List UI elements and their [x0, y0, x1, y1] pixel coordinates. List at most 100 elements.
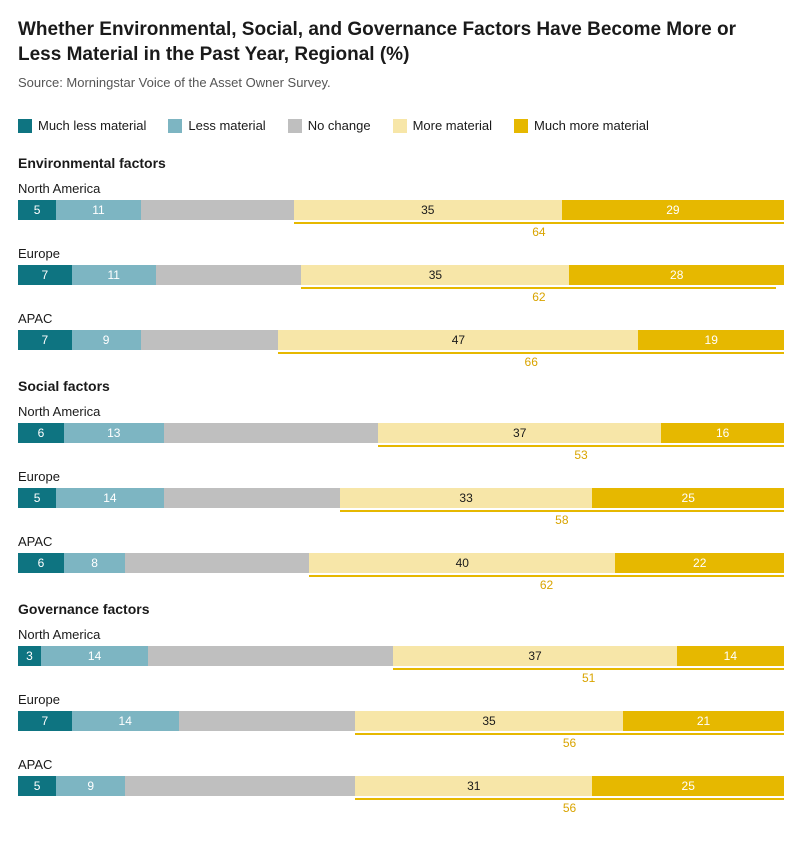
bar-segment-much_more: 25 [592, 776, 784, 796]
sum-line [294, 222, 784, 224]
bar-segment-no_change [148, 646, 393, 666]
legend-swatch [168, 119, 182, 133]
legend-swatch [393, 119, 407, 133]
bar-segment-much_less: 3 [18, 646, 41, 666]
bar-track: 593125 [18, 776, 784, 796]
sum-line [301, 287, 776, 289]
sum-line [355, 798, 784, 800]
bar-track: 514 3325 [18, 488, 784, 508]
region-label: APAC [18, 757, 784, 772]
sum-annotation: 66 [18, 352, 784, 370]
bar-segment-less: 9 [56, 776, 125, 796]
bar-segment-no_change [164, 423, 378, 443]
bar-track: 68 4022 [18, 553, 784, 573]
chart-title: Whether Environmental, Social, and Gover… [18, 18, 784, 67]
bar-segment-less: 14 [72, 711, 179, 731]
legend-item-less: Less material [168, 118, 265, 133]
sum-annotation: 58 [18, 510, 784, 528]
sum-annotation: 56 [18, 798, 784, 816]
sum-label: 62 [540, 578, 553, 592]
bar-segment-less: 11 [56, 200, 140, 220]
chart-source: Source: Morningstar Voice of the Asset O… [18, 75, 784, 90]
bar-track: 7113528 [18, 265, 784, 285]
bar-segment-much_less: 7 [18, 330, 72, 350]
bar-segment-much_less: 6 [18, 423, 64, 443]
sum-label: 53 [574, 448, 587, 462]
sum-line [340, 510, 784, 512]
bar-segment-more: 35 [301, 265, 569, 285]
bar-row: Europe 714 3521 56 [18, 692, 784, 751]
bar-row: Europe514332558 [18, 469, 784, 528]
bar-segment-no_change [125, 776, 355, 796]
legend-label: More material [413, 118, 492, 133]
bar-segment-much_more: 14 [677, 646, 784, 666]
sum-label: 51 [582, 671, 595, 685]
bar-segment-more: 40 [309, 553, 615, 573]
sum-label: 62 [532, 290, 545, 304]
bar-segment-much_less: 7 [18, 711, 72, 731]
group-title: Social factors [18, 378, 784, 394]
bar-segment-less: 14 [56, 488, 163, 508]
sum-label: 66 [525, 355, 538, 369]
bar-row: APAC79471966 [18, 311, 784, 370]
bar-segment-much_less: 5 [18, 488, 56, 508]
bar-segment-much_more: 25 [592, 488, 784, 508]
legend-item-more: More material [393, 118, 492, 133]
sum-label: 56 [563, 736, 576, 750]
bar-track: 3143714 [18, 646, 784, 666]
sum-line [393, 668, 784, 670]
bar-segment-more: 35 [294, 200, 562, 220]
bar-segment-much_less: 7 [18, 265, 72, 285]
sum-annotation: 62 [18, 287, 784, 305]
group-title: Environmental factors [18, 155, 784, 171]
bar-segment-more: 37 [378, 423, 661, 443]
bar-track: 613 3716 [18, 423, 784, 443]
bar-segment-much_more: 21 [623, 711, 784, 731]
bar-segment-much_more: 29 [562, 200, 784, 220]
bar-segment-no_change [164, 488, 340, 508]
sum-line [309, 575, 784, 577]
legend: Much less material Less material No change… [18, 118, 784, 133]
region-label: North America [18, 404, 784, 419]
bar-segment-less: 9 [72, 330, 141, 350]
bar-row: North America 613 3716 53 [18, 404, 784, 463]
bar-segment-much_more: 16 [661, 423, 784, 443]
sum-annotation: 62 [18, 575, 784, 593]
bar-segment-more: 35 [355, 711, 623, 731]
sum-label: 64 [532, 225, 545, 239]
region-label: Europe [18, 692, 784, 707]
region-label: North America [18, 181, 784, 196]
sum-line [278, 352, 784, 354]
chart-body: Environmental factorsNorth America511352… [18, 155, 784, 816]
bar-segment-more: 37 [393, 646, 676, 666]
legend-swatch [514, 119, 528, 133]
legend-swatch [18, 119, 32, 133]
group-title: Governance factors [18, 601, 784, 617]
bar-segment-less: 14 [41, 646, 148, 666]
bar-segment-much_less: 6 [18, 553, 64, 573]
bar-segment-no_change [141, 330, 279, 350]
region-label: APAC [18, 534, 784, 549]
bar-segment-less: 8 [64, 553, 125, 573]
legend-item-much_less: Much less material [18, 118, 146, 133]
legend-label: No change [308, 118, 371, 133]
bar-segment-more: 31 [355, 776, 592, 796]
sum-annotation: 53 [18, 445, 784, 463]
legend-label: Much more material [534, 118, 649, 133]
bar-segment-no_change [179, 711, 355, 731]
legend-item-much_more: Much more material [514, 118, 649, 133]
sum-line [355, 733, 784, 735]
bar-segment-no_change [141, 200, 294, 220]
legend-label: Much less material [38, 118, 146, 133]
bar-segment-more: 33 [340, 488, 593, 508]
bar-segment-much_less: 5 [18, 200, 56, 220]
sum-annotation: 51 [18, 668, 784, 686]
bar-segment-less: 13 [64, 423, 164, 443]
legend-item-no_change: No change [288, 118, 371, 133]
bar-segment-no_change [125, 553, 309, 573]
bar-segment-less: 11 [72, 265, 156, 285]
sum-line [378, 445, 784, 447]
bar-row: North America 511 3529 64 [18, 181, 784, 240]
bar-segment-much_more: 22 [615, 553, 784, 573]
sum-label: 56 [563, 801, 576, 815]
